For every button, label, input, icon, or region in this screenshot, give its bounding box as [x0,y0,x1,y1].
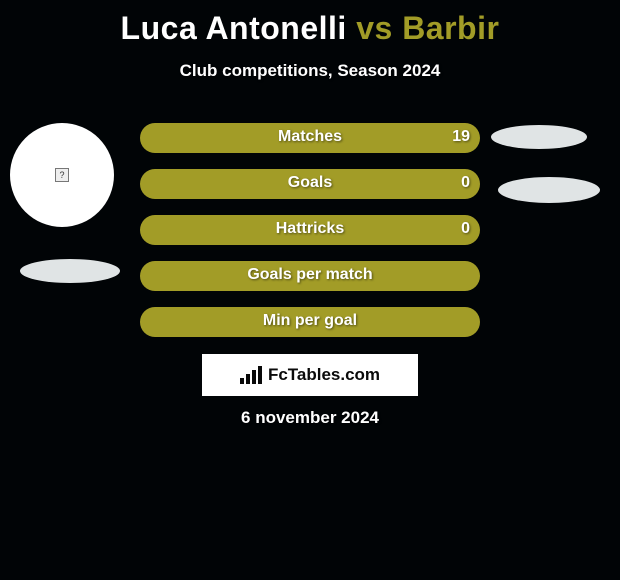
player1-avatar: ? [10,123,114,227]
bar-min-per-goal: Min per goal [140,307,480,337]
bar-goals-per-match: Goals per match [140,261,480,291]
bar-label: Goals per match [140,266,480,284]
player1-avatar-shadow [20,259,120,283]
bar-label: Matches [140,128,480,146]
brand-text: FcTables.com [268,365,380,385]
vs-word: vs [356,10,393,46]
player2-name: Barbir [402,10,499,46]
bar-value: 0 [461,220,470,238]
bar-goals: Goals 0 [140,169,480,199]
bar-value: 19 [452,128,470,146]
player2-bubble-2 [498,177,600,203]
bar-hattricks: Hattricks 0 [140,215,480,245]
player1-name: Luca Antonelli [121,10,347,46]
brand-badge: FcTables.com [202,354,418,396]
bar-value: 0 [461,174,470,192]
bar-label: Goals [140,174,480,192]
date-text: 6 november 2024 [0,408,620,428]
bar-matches: Matches 19 [140,123,480,153]
bar-label: Min per goal [140,312,480,330]
comparison-title: Luca Antonelli vs Barbir [0,0,620,47]
player2-bubble-1 [491,125,587,149]
bar-chart-icon [240,366,262,384]
stat-bars: Matches 19 Goals 0 Hattricks 0 Goals per… [140,123,480,353]
missing-image-icon: ? [55,168,69,182]
subtitle: Club competitions, Season 2024 [0,61,620,81]
bar-label: Hattricks [140,220,480,238]
